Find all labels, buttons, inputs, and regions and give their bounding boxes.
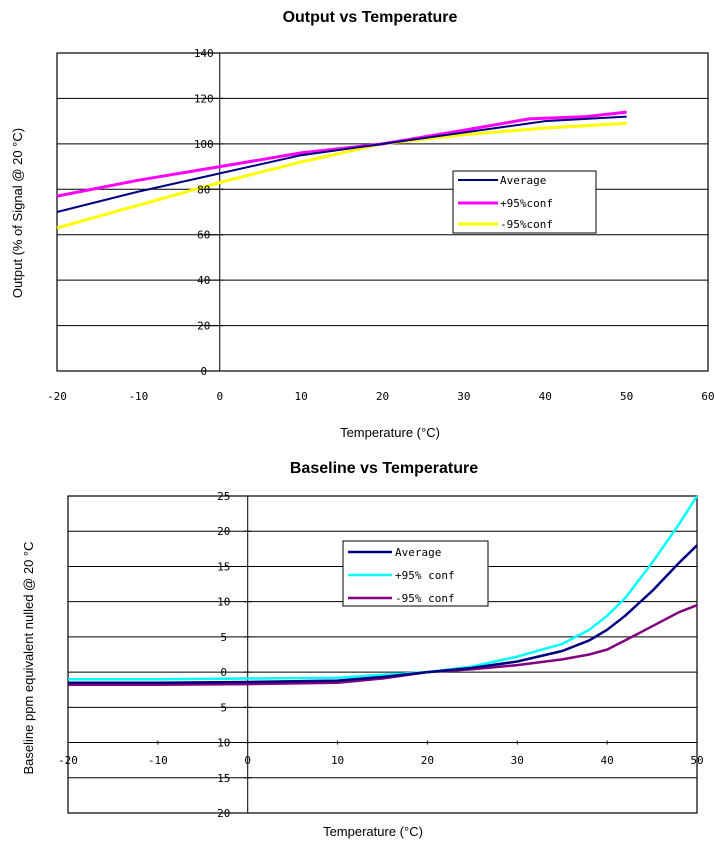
x-tick-label: 30	[457, 390, 470, 403]
x-tick-label: 10	[331, 754, 344, 767]
y-tick-label: 40	[197, 274, 210, 287]
x-tick-label: 50	[690, 754, 703, 767]
average-line	[56, 115, 627, 213]
x-tick-label: 20	[421, 754, 434, 767]
y-tick-label: 0	[220, 666, 227, 679]
y-tick-label: 10	[217, 596, 230, 609]
y-axis-title: Baseline ppm equivalent nulled @ 20 °C	[21, 541, 36, 774]
y-tick-label: 80	[197, 183, 210, 196]
legend-label-average: Average	[395, 546, 441, 559]
x-tick-label: -20	[58, 754, 78, 767]
legend-label-minus95: -95%conf	[500, 218, 553, 231]
y-tick-label: 15	[217, 560, 230, 573]
plot-area	[56, 52, 709, 372]
chart-title: Baseline vs Temperature	[290, 460, 478, 477]
x-tick-label: -10	[128, 390, 148, 403]
y-tick-label: 120	[194, 92, 214, 105]
y-tick-label: 5	[220, 701, 227, 714]
legend-label-plus95: +95% conf	[395, 569, 455, 582]
x-tick-label: 50	[620, 390, 633, 403]
y-tick-label: 20	[217, 807, 230, 820]
y-tick-label: 15	[217, 772, 230, 785]
y-tick-label: 5	[220, 631, 227, 644]
x-tick-label: 40	[601, 754, 614, 767]
legend-label-plus95: +95%conf	[500, 197, 553, 210]
y-tick-label: 140	[194, 47, 214, 60]
minus95-conf-line	[68, 604, 698, 687]
x-tick-label: 30	[511, 754, 524, 767]
legend: Average +95% conf -95% conf	[342, 540, 489, 607]
y-tick-label: 0	[200, 365, 207, 378]
x-tick-label: 10	[295, 390, 308, 403]
x-tick-label: 0	[244, 754, 251, 767]
chart-title: Output vs Temperature	[283, 9, 458, 26]
y-axis-title: Output (% of Signal @ 20 °C)	[10, 128, 25, 298]
y-tick-label: 20	[197, 320, 210, 333]
y-tick-label: 100	[194, 138, 214, 151]
x-tick-label: 40	[539, 390, 552, 403]
x-axis-title: Temperature (°C)	[340, 425, 440, 440]
y-tick-label: 60	[197, 229, 210, 242]
baseline-vs-temperature-chart: Baseline vs Temperature 2520151050510152…	[21, 460, 704, 839]
output-vs-temperature-chart: Output vs Temperature 020406080100120140…	[10, 9, 714, 440]
x-axis-title: Temperature (°C)	[323, 824, 423, 839]
legend: Average +95%conf -95%conf	[452, 170, 597, 234]
average-line	[68, 544, 698, 684]
x-tick-label: 20	[376, 390, 389, 403]
x-tick-label: -20	[47, 390, 67, 403]
x-tick-label: -10	[148, 754, 168, 767]
x-tick-label: 0	[216, 390, 223, 403]
legend-label-average: Average	[500, 174, 546, 187]
legend-label-minus95: -95% conf	[395, 592, 455, 605]
y-tick-label: 10	[217, 737, 230, 750]
minus95-conf-line	[56, 121, 627, 230]
plus95-conf-line	[68, 495, 699, 681]
x-tick-label: 60	[701, 390, 714, 403]
y-tick-label: 25	[217, 490, 230, 503]
y-tick-label: 20	[217, 525, 230, 538]
